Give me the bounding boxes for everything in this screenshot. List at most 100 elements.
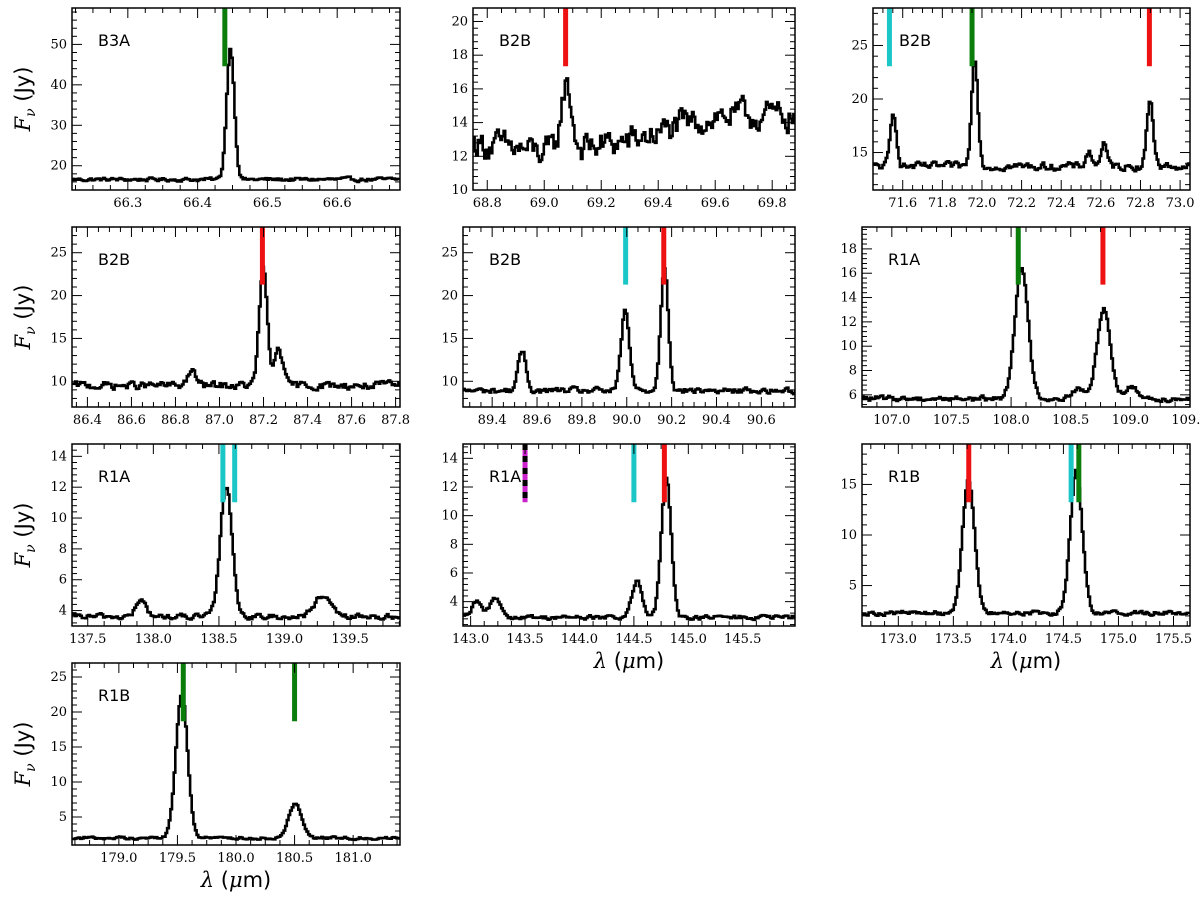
y-tick-label: 20 [451, 14, 468, 29]
x-tick-label: 145.0 [670, 632, 707, 647]
x-tick-label: 87.4 [293, 413, 322, 428]
x-tick-label: 173.0 [880, 632, 917, 647]
x-tick-label: 66.4 [183, 196, 212, 211]
y-tick-label: 16 [840, 266, 857, 281]
panel-frame [71, 226, 401, 408]
x-tick-label: 69.4 [644, 196, 673, 211]
y-tick-label: 10 [840, 528, 857, 543]
y-tick-label: 4 [450, 595, 458, 610]
y-tick-label: 14 [441, 451, 458, 466]
x-tick-label: 90.2 [657, 413, 686, 428]
spectrum-line [473, 77, 795, 164]
y-tick-label: 15 [851, 146, 868, 161]
y-tick-label: 5 [59, 810, 67, 825]
panel-frame [472, 7, 796, 191]
x-tick-label: 139.5 [332, 632, 369, 647]
x-tick-label: 179.0 [100, 851, 137, 866]
x-tick-label: 72.8 [1126, 196, 1155, 211]
x-tick-label: 109.5 [1171, 413, 1200, 428]
x-tick-label: 139.0 [266, 632, 303, 647]
x-tick-label: 69.6 [701, 196, 730, 211]
x-tick-label: 87.8 [381, 413, 410, 428]
y-tick-label: 15 [840, 477, 857, 492]
x-tick-label: 143.5 [506, 632, 543, 647]
x-tick-label: 86.8 [161, 413, 190, 428]
spectrum-line [862, 468, 1190, 617]
y-tick-label: 20 [50, 289, 67, 304]
y-tick-label: 50 [50, 37, 67, 52]
y-axis-label: Fν (Jy) [11, 722, 39, 788]
x-axis-label: λ (μm) [593, 649, 665, 673]
x-tick-label: 179.5 [159, 851, 196, 866]
x-tick-label: 143.0 [452, 632, 489, 647]
y-tick-label: 25 [851, 38, 868, 53]
y-tick-label: 10 [840, 339, 857, 354]
x-tick-label: 109.0 [1112, 413, 1149, 428]
x-tick-label: 87.2 [249, 413, 278, 428]
spectrum-line [873, 60, 1190, 173]
x-axis-label: λ (μm) [200, 868, 272, 892]
y-tick-label: 12 [50, 480, 67, 495]
spectrum-line [862, 267, 1190, 404]
x-tick-label: 181.0 [335, 851, 372, 866]
panel-frame [462, 226, 796, 408]
x-tick-label: 89.4 [478, 413, 507, 428]
x-tick-label: 137.5 [69, 632, 106, 647]
y-tick-label: 10 [50, 511, 67, 526]
spectrum-line [72, 694, 400, 842]
y-tick-label: 16 [451, 82, 468, 97]
x-axis-label: λ (μm) [990, 649, 1062, 673]
x-tick-label: 144.5 [615, 632, 652, 647]
x-tick-label: 87.6 [337, 413, 366, 428]
y-tick-label: 6 [849, 388, 857, 403]
x-tick-label: 71.6 [888, 196, 917, 211]
y-tick-label: 10 [451, 183, 468, 198]
y-tick-label: 14 [50, 449, 67, 464]
y-axis-label: Fν (Jy) [11, 503, 39, 569]
x-tick-label: 180.5 [276, 851, 313, 866]
y-tick-label: 20 [50, 159, 67, 174]
y-tick-label: 25 [50, 670, 67, 685]
y-tick-label: 12 [840, 315, 857, 330]
spectrum-panel-2: 68.8 69.0 69.2 69.4 69.6 69.8 10 12 14 16 18 20 B2B [451, 7, 796, 211]
x-tick-label: 138.0 [135, 632, 172, 647]
x-tick-label: 90.0 [612, 413, 641, 428]
band-label: B2B [489, 250, 521, 269]
y-tick-label: 8 [849, 364, 857, 379]
x-tick-label: 69.8 [758, 196, 787, 211]
band-label: R1A [888, 250, 920, 269]
x-tick-label: 108.5 [1052, 413, 1089, 428]
x-tick-label: 69.2 [587, 196, 616, 211]
y-tick-label: 25 [441, 246, 458, 261]
y-tick-label: 10 [50, 775, 67, 790]
spectrum-panel-7: 137.5 138.0 138.5 139.0 139.5 4 6 8 10 12 14 R1A Fν … [11, 443, 401, 647]
band-label: R1B [888, 467, 920, 486]
x-tick-label: 68.8 [473, 196, 502, 211]
x-tick-label: 66.6 [323, 196, 352, 211]
x-tick-label: 107.0 [873, 413, 910, 428]
y-tick-label: 10 [50, 374, 67, 389]
spectrum-line [463, 267, 795, 396]
x-tick-label: 180.0 [217, 851, 254, 866]
y-tick-label: 20 [441, 289, 458, 304]
y-tick-label: 12 [441, 480, 458, 495]
panel-frame [462, 443, 796, 627]
y-tick-label: 8 [450, 537, 458, 552]
x-tick-label: 175.0 [1100, 632, 1137, 647]
y-axis-label: Fν (Jy) [11, 285, 39, 351]
y-tick-label: 10 [441, 509, 458, 524]
band-label: B3A [98, 31, 130, 50]
panel-frame [71, 443, 401, 627]
y-tick-label: 14 [451, 116, 468, 131]
x-tick-label: 144.0 [561, 632, 598, 647]
spectrum-panel-5: 89.4 89.6 89.8 90.0 90.2 90.4 90.6 10 15 20 25 B2B [441, 226, 796, 428]
y-tick-label: 25 [50, 246, 67, 261]
y-tick-label: 18 [840, 242, 857, 257]
x-tick-label: 86.6 [117, 413, 146, 428]
x-tick-label: 108.0 [992, 413, 1029, 428]
x-tick-label: 72.6 [1086, 196, 1115, 211]
y-tick-label: 10 [441, 374, 458, 389]
x-tick-label: 174.0 [990, 632, 1027, 647]
x-tick-label: 86.4 [73, 413, 102, 428]
